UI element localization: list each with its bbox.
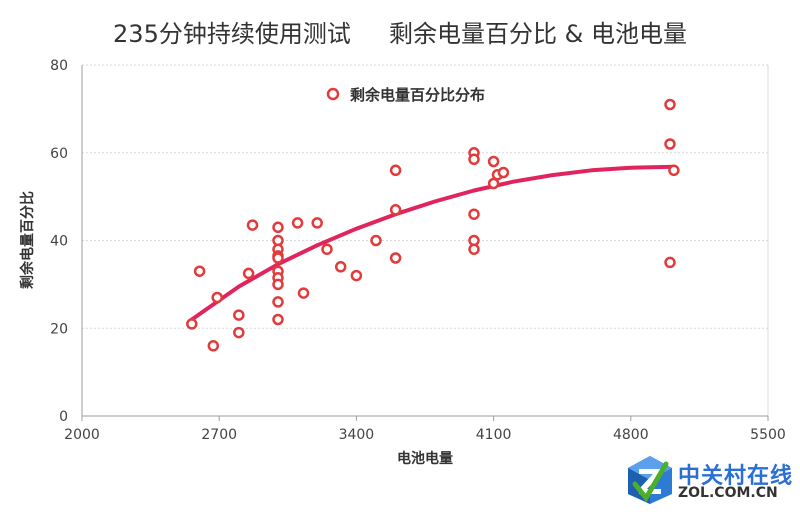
- x-axis-label: 电池电量: [397, 450, 453, 467]
- legend-marker: [326, 87, 340, 101]
- data-point: [468, 208, 480, 220]
- data-point: [321, 243, 333, 256]
- data-point: [272, 278, 284, 291]
- data-point: [186, 318, 198, 330]
- y-tick-label: 20: [50, 321, 68, 337]
- grid-lines: [82, 64, 769, 416]
- zol-watermark: 中关村在线 ZOL.COM.CN: [626, 454, 796, 510]
- y-tick-label: 60: [50, 146, 68, 162]
- data-point: [370, 234, 382, 247]
- data-point: [350, 269, 363, 282]
- chart-title: 235分钟持续使用测试 剩余电量百分比 & 电池电量: [113, 20, 687, 48]
- data-point: [664, 256, 676, 269]
- y-tick-label: 40: [50, 234, 68, 250]
- data-point: [389, 204, 402, 216]
- data-point: [334, 261, 347, 273]
- data-point: [389, 252, 402, 264]
- trendline: [189, 164, 676, 322]
- data-point: [242, 267, 255, 280]
- trendline-layer: [189, 164, 676, 322]
- data-point: [233, 309, 245, 321]
- legend: 剩余电量百分比分布: [326, 86, 485, 104]
- legend-label: 剩余电量百分比分布: [350, 86, 485, 104]
- data-point: [272, 252, 284, 264]
- y-tick-label: 0: [59, 409, 68, 425]
- data-point: [297, 287, 310, 299]
- data-point: [311, 217, 323, 229]
- x-tick-label: 2000: [64, 427, 100, 443]
- x-tick-label: 4100: [476, 427, 512, 443]
- data-point: [497, 166, 510, 179]
- x-tick-label: 4800: [613, 427, 649, 443]
- watermark-cn: 中关村在线: [678, 464, 794, 489]
- data-point: [291, 217, 304, 229]
- x-tick-label: 3400: [339, 427, 375, 443]
- data-point: [487, 155, 500, 168]
- data-point: [668, 164, 680, 177]
- data-point: [468, 243, 480, 256]
- y-axis-label: 剩余电量百分比: [19, 191, 36, 289]
- data-point: [272, 221, 284, 234]
- data-point: [193, 265, 206, 277]
- zol-logo-icon: [628, 456, 672, 504]
- data-point: [211, 291, 223, 304]
- data-point: [207, 340, 220, 352]
- x-tick-label: 5500: [750, 427, 786, 443]
- data-point: [664, 138, 676, 150]
- data-point: [272, 296, 284, 308]
- y-tick-label: 80: [50, 58, 68, 74]
- data-point: [246, 219, 259, 231]
- data-point: [233, 326, 245, 339]
- data-points: [186, 98, 680, 352]
- watermark-en: ZOL.COM.CN: [678, 485, 778, 501]
- tick-labels: 0 20 40 60 80 2000 2700 3400 4100 4800 5500: [50, 58, 786, 443]
- data-point: [487, 177, 500, 190]
- data-point: [272, 313, 284, 326]
- axes: [81, 65, 769, 421]
- x-tick-label: 2700: [201, 427, 237, 443]
- data-point: [468, 153, 480, 166]
- data-point: [389, 164, 402, 177]
- data-point: [664, 98, 676, 111]
